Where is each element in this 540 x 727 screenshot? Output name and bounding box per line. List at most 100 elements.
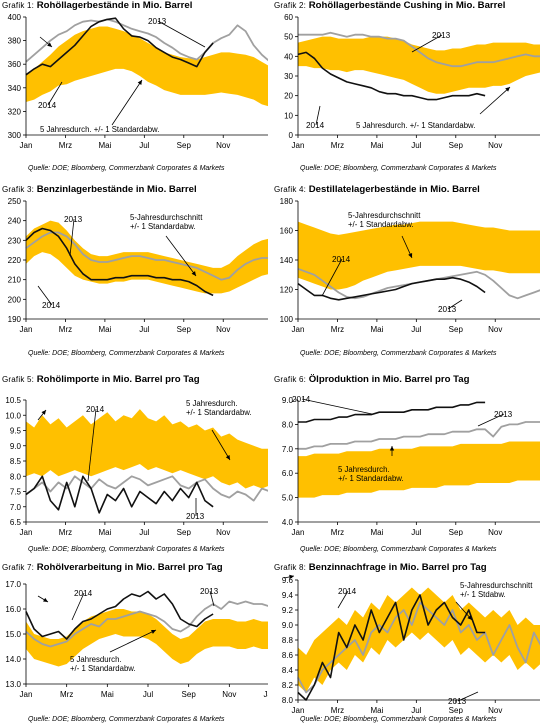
series-line-2013	[298, 31, 540, 68]
x-tick-label: Jul	[139, 528, 149, 536]
annotation-label: 2013	[200, 587, 219, 596]
y-tick-label: 15.0	[5, 630, 21, 639]
y-tick-label: 7.0	[282, 445, 294, 454]
series-line-2014	[25, 227, 214, 297]
arrow-shaft	[165, 235, 197, 277]
chart-title: Grafik 3: Benzinlagerbestände in Mio. Ba…	[2, 184, 197, 195]
band-label: 5-Jahresdurchschnitt	[460, 581, 533, 590]
x-tick-label: Mai	[370, 141, 383, 150]
x-tick-label: Jan	[20, 528, 33, 536]
annotation-label: 2014	[306, 121, 325, 130]
arrow-head-icon	[467, 615, 472, 620]
x-tick-label: Mai	[370, 528, 383, 536]
chart-rohoellager: 300 320 340 360 380 400 Jan Mrz Mai Jul Sep Nov 2013…	[8, 13, 268, 150]
arrow-head-icon	[43, 597, 48, 602]
grafik-label: Grafik 4:	[274, 185, 307, 194]
x-tick-label: Nov	[222, 690, 236, 699]
x-tick-label: Sep	[182, 690, 197, 699]
x-tick-label: Jan	[292, 706, 305, 714]
x-tick-label: Sep	[177, 325, 192, 334]
x-tick-label: Jul	[411, 528, 421, 536]
chart-cushing: 0 10 20 30 40 50 60 Jan Mrz Mai Jul Sep Nov 2013 2014 5…	[284, 13, 540, 150]
chart-source: Quelle: DOE; Bloomberg, Commerzbank Corp…	[300, 546, 497, 553]
band-label: 5-Jahresdurchschnitt	[130, 213, 203, 222]
series-line-2013	[25, 475, 268, 502]
annotation-pointer	[301, 398, 373, 415]
x-tick-label: Jul	[139, 325, 149, 334]
x-tick-label: Mai	[370, 325, 383, 334]
y-tick-label: 40	[284, 52, 293, 61]
x-tick-label: Jul	[143, 690, 153, 699]
x-tick-label: Mai	[370, 706, 383, 714]
arrow-head-icon	[151, 629, 156, 634]
y-tick-label: 30	[284, 72, 293, 81]
band-area	[298, 441, 540, 498]
x-tick-label: Mai	[98, 528, 111, 536]
x-tick-label: Jul	[139, 141, 149, 150]
band-label: 5-Jahresdurchschnitt	[348, 211, 421, 220]
y-tick-label: 250	[8, 197, 22, 206]
y-tick-label: 9.0	[282, 621, 294, 630]
band-label: +/- 1 Standardabw.	[70, 664, 136, 673]
y-tick-label: 300	[8, 131, 22, 140]
annotation-label: 2014	[338, 587, 357, 596]
x-tick-label: Mai	[98, 141, 111, 150]
y-tick-label: 10.5	[5, 396, 21, 405]
band-area	[298, 587, 540, 693]
y-tick-label: 210	[8, 276, 22, 285]
chart-title: Grafik 2: Rohöllagerbestände Cushing in …	[274, 0, 505, 11]
band-label: 5 Jahresdurch. +/- 1 Standardabw.	[40, 125, 159, 134]
x-tick-label: Nov	[216, 141, 230, 150]
annotation-pointer	[157, 20, 206, 48]
chart-produktion: 4.0 5.0 6.0 7.0 8.0 9.0 Jan Mrz Mai Jul Sep Nov 2014…	[282, 395, 540, 536]
series-line-2013	[25, 231, 268, 281]
arrow-shaft	[211, 429, 231, 461]
y-tick-label: 50	[284, 33, 293, 42]
chart-title: Grafik 8: Benzinnachfrage in Mio. Barrel…	[274, 562, 487, 573]
y-tick-label: 7.0	[10, 503, 22, 512]
y-tick-label: 140	[280, 256, 294, 265]
chart-title: Grafik 5: Rohölimporte in Mio. Barrel pr…	[2, 374, 200, 385]
x-tick-label: Jan	[20, 690, 33, 699]
band-label: +/- 1 Standardabw.	[186, 408, 252, 417]
x-tick-label: Nov	[216, 325, 230, 334]
x-tick-label: Jan	[20, 141, 33, 150]
x-tick-label: Mrz	[60, 690, 73, 699]
x-tick-label: Sep	[449, 706, 464, 714]
title-text: Benzinnachfrage in Mio. Barrel pro Tag	[308, 562, 487, 573]
arrow-head-icon	[47, 42, 52, 47]
y-tick-label: 17.0	[5, 580, 21, 589]
chart-source: Quelle: DOE; Bloomberg, Commerzbank Corp…	[300, 716, 497, 723]
x-tick-label: Mrz	[331, 325, 344, 334]
series-line-2013	[297, 601, 540, 694]
title-text: Rohölverarbeitung in Mio. Barrel pro Tag	[36, 562, 223, 573]
grafik-label: Grafik 7:	[2, 563, 35, 572]
chart-source: Quelle: DOE; Bloomberg, Commerzbank Corp…	[28, 165, 225, 172]
y-tick-label: 5.0	[282, 494, 294, 503]
arrow-shaft	[109, 629, 157, 653]
annotation-label: 2013	[186, 512, 205, 521]
chart-title: Grafik 4: Destillatelagerbestände in Mio…	[274, 184, 480, 195]
annotation-pointer	[321, 258, 343, 297]
y-tick-label: 120	[280, 286, 294, 295]
grafik-label: Grafik 2:	[274, 1, 307, 10]
x-tick-label: Sep	[449, 528, 464, 536]
band-label: +/- 1 Stdabw.	[460, 590, 506, 599]
y-tick-label: 380	[8, 37, 22, 46]
grafik-label: Grafik 6:	[274, 375, 307, 384]
chart-importe: 6.5 7.0 7.5 8.0 8.5 9.0 9.5 10.0 10.5 Jan Mrz Mai Ju…	[5, 396, 268, 536]
y-tick-label: 190	[8, 315, 22, 324]
band-area	[26, 409, 268, 489]
band-area	[26, 609, 268, 667]
annotation-pointer	[457, 691, 479, 702]
annotation-label: 2013	[438, 305, 457, 314]
grafik-label: Grafik 8:	[274, 563, 307, 572]
chart-benzinnachfrage: 8.0 8.2 8.4 8.6 8.8 9.0 9.2 9.4 9.6 Jan Mrz Mai Jul S…	[282, 574, 540, 714]
annotation-pointer	[477, 413, 505, 427]
y-tick-label: 400	[8, 13, 22, 22]
annotation-label: 2014	[292, 395, 311, 404]
y-tick-label: 9.4	[282, 591, 294, 600]
band-label: 5 Jahresdurch.	[186, 399, 238, 408]
y-tick-label: 9.0	[10, 442, 22, 451]
annotation-pointer	[87, 408, 97, 482]
